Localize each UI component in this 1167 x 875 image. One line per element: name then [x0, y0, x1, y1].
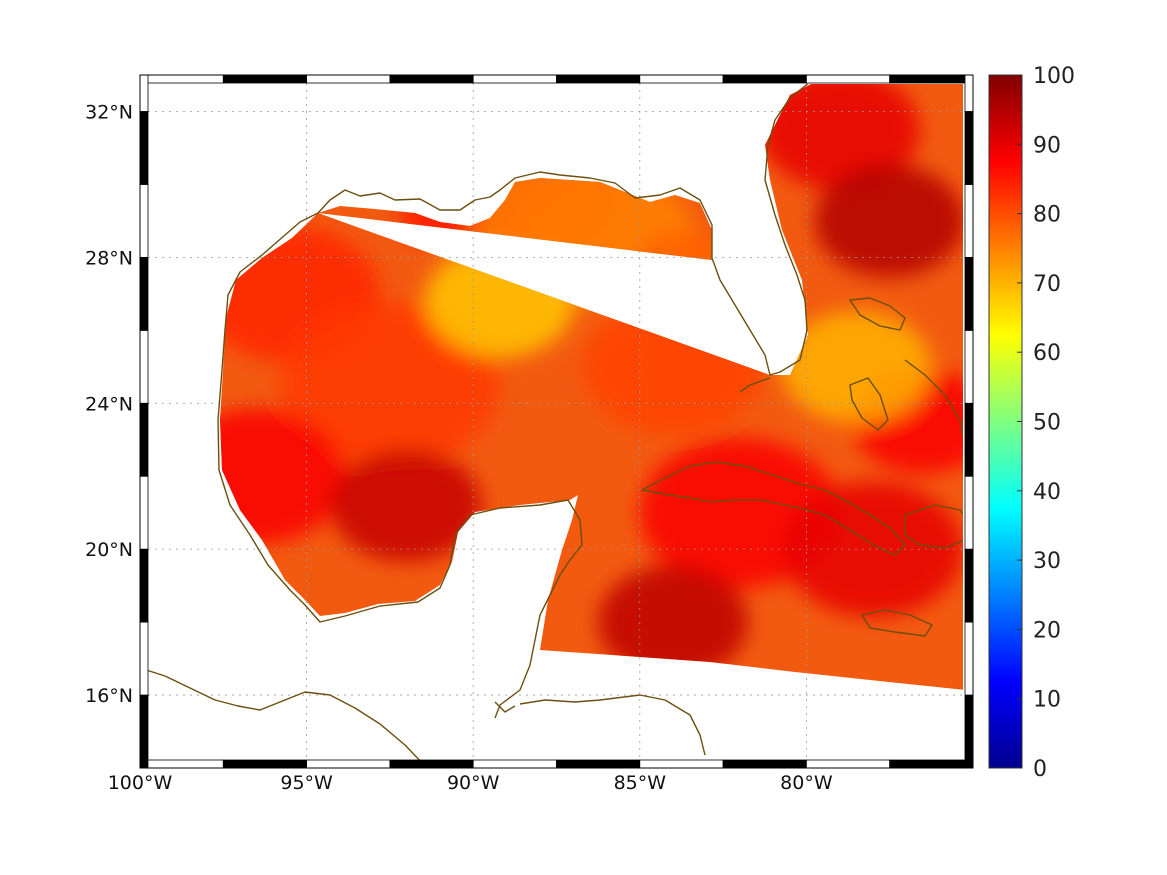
latitude-tick-label: 32°N [85, 101, 133, 123]
coastlines [148, 84, 963, 760]
jamaica-outline [861, 609, 933, 637]
bahamas-andros [849, 377, 889, 431]
frame-segment-right [964, 256, 974, 331]
frame-segment-bottom [306, 759, 391, 769]
frame-segment-top [139, 74, 224, 84]
colorbar-tick-label: 60 [1033, 341, 1061, 366]
frame-segment-left [139, 475, 149, 550]
frame-segment-left [139, 694, 149, 769]
frame-border [139, 74, 974, 769]
colorbar-tick-label: 10 [1033, 688, 1061, 713]
field-blob-mississippi-plume [464, 142, 615, 256]
longitude-tick-label: 100°W [108, 772, 173, 794]
frame-segment-left [139, 621, 149, 696]
colorbar-tick-label: 50 [1033, 411, 1061, 436]
colorbar-scale [988, 74, 1023, 769]
frame-segment-top [889, 74, 974, 84]
field-blob-atlantic-high [814, 164, 963, 278]
frame-segment-top [472, 74, 557, 84]
bahamas-abaco [849, 297, 906, 331]
frame-segment-left [139, 111, 149, 185]
frame-segment-top [306, 74, 391, 84]
frame-segment-top [556, 74, 641, 84]
mexico-central-america-coast [148, 669, 421, 760]
field-blob [583, 299, 764, 435]
colorbar-ticks: 0 10 20 30 40 50 60 70 80 90 100 [1017, 64, 1075, 782]
field-blob-caribbean-high [598, 565, 749, 679]
colorbar-tick-label: 90 [1033, 133, 1061, 158]
field-blob [629, 230, 750, 321]
frame-segment-right [964, 694, 974, 769]
frame-segment-right [964, 329, 974, 404]
florida-keys [739, 377, 771, 393]
latitude-labels: 32°N 28°N 24°N 20°N 16°N [85, 101, 133, 707]
frame-segment-left [139, 548, 149, 623]
colorbar-tick-label: 30 [1033, 549, 1061, 574]
frame-segment-top [222, 74, 308, 84]
frame-segment-bottom [556, 759, 641, 769]
longitude-tick-label: 90°W [447, 772, 500, 794]
gulf-coast-texas-louisiana [317, 84, 809, 376]
field-blob-central-gulf-low [424, 244, 575, 358]
field-blob [279, 302, 500, 468]
field-blob [759, 84, 920, 190]
frame-segment-bottom [639, 759, 724, 769]
gulf-coast-north [217, 212, 583, 719]
field-blob-southwest-gulf-high [331, 449, 482, 562]
frame-segment-right [964, 475, 974, 550]
colorbar-tick-label: 0 [1033, 757, 1047, 782]
frame-segment-left [139, 184, 149, 258]
field-blob [220, 408, 347, 544]
cuba-outline [641, 461, 906, 556]
yucatan-islands [494, 701, 516, 713]
field-blob-bahamas-low [781, 310, 932, 424]
frame-segment-bottom [139, 759, 224, 769]
longitude-tick-label: 95°W [280, 772, 333, 794]
colorbar-tick-label: 70 [1033, 272, 1061, 297]
map-frame [139, 74, 974, 769]
bahamas-chain [904, 359, 963, 439]
longitude-tick-label: 80°W [780, 772, 833, 794]
colorbar: 0 10 20 30 40 50 60 70 80 90 100 [988, 64, 1075, 782]
frame-segment-bottom [722, 759, 807, 769]
frame-segment-left [139, 74, 149, 112]
frame-segment-right [964, 184, 974, 258]
latitude-tick-label: 28°N [85, 247, 133, 269]
frame-segment-bottom [472, 759, 557, 769]
frame-segment-right [964, 621, 974, 696]
hispaniola-outline [904, 504, 963, 549]
honduras-coast [519, 694, 706, 756]
frame-segment-right [964, 74, 974, 112]
colorbar-tick-label: 80 [1033, 203, 1061, 228]
frame-segment-bottom [806, 759, 891, 769]
colorbar-tick-label: 40 [1033, 480, 1061, 505]
colorbar-tick-label: 100 [1033, 64, 1075, 89]
frame-segment-bottom [889, 759, 974, 769]
frame-segment-right [964, 402, 974, 477]
longitude-labels: 100°W 95°W 90°W 85°W 80°W [108, 772, 833, 794]
frame-segment-left [139, 402, 149, 477]
frame-segment-top [639, 74, 724, 84]
frame-segment-bottom [389, 759, 474, 769]
frame-segment-right [964, 111, 974, 185]
frame-segment-left [139, 256, 149, 331]
field-blob [399, 183, 480, 244]
latitude-tick-label: 24°N [85, 393, 133, 415]
colorbar-tick-label: 20 [1033, 618, 1061, 643]
latitude-tick-label: 16°N [85, 685, 133, 707]
frame-segment-left [139, 329, 149, 404]
data-field [220, 84, 963, 690]
longitude-tick-label: 85°W [614, 772, 667, 794]
frame-segment-top [806, 74, 891, 84]
frame-segment-bottom [222, 759, 308, 769]
frame-segment-right [964, 548, 974, 623]
frame-segment-top [722, 74, 807, 84]
frame-segment-top [389, 74, 474, 84]
field-blob [783, 481, 963, 617]
latitude-tick-label: 20°N [85, 539, 133, 561]
